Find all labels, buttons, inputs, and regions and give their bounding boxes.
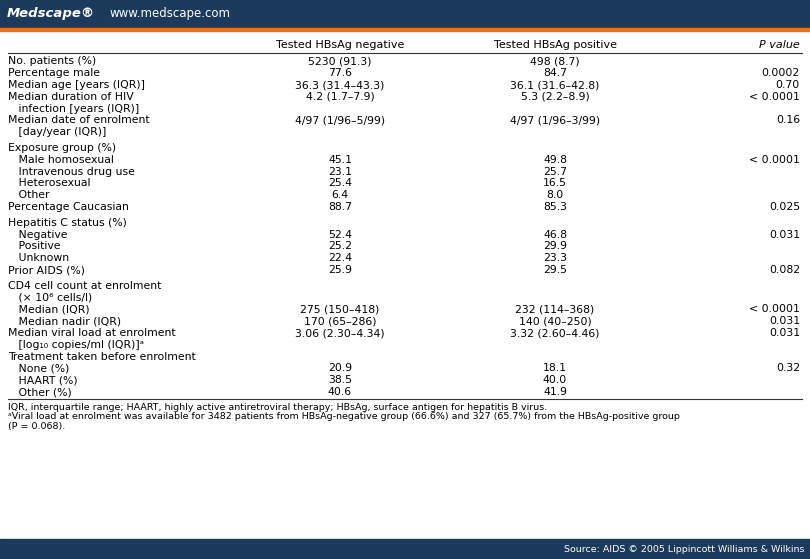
Text: 8.0: 8.0 <box>547 190 564 200</box>
Text: 46.8: 46.8 <box>543 230 567 240</box>
Text: 23.3: 23.3 <box>543 253 567 263</box>
Text: 36.3 (31.4–43.3): 36.3 (31.4–43.3) <box>296 80 385 90</box>
Text: 85.3: 85.3 <box>543 202 567 212</box>
Text: (P = 0.068).: (P = 0.068). <box>8 421 66 430</box>
Text: 40.6: 40.6 <box>328 387 352 397</box>
Text: [day/year (IQR)]: [day/year (IQR)] <box>8 127 106 138</box>
Text: 22.4: 22.4 <box>328 253 352 263</box>
Text: Median viral load at enrolment: Median viral load at enrolment <box>8 328 176 338</box>
Text: 232 (114–368): 232 (114–368) <box>515 305 595 315</box>
Text: 25.2: 25.2 <box>328 241 352 252</box>
Text: Median nadir (IQR): Median nadir (IQR) <box>8 316 121 326</box>
Text: Median (IQR): Median (IQR) <box>8 305 90 315</box>
Text: Tested HBsAg negative: Tested HBsAg negative <box>276 40 404 50</box>
Text: 36.1 (31.6–42.8): 36.1 (31.6–42.8) <box>510 80 599 90</box>
Text: 18.1: 18.1 <box>543 363 567 373</box>
Text: ᵃViral load at enrolment was available for 3482 patients from HBsAg-negative gro: ᵃViral load at enrolment was available f… <box>8 412 680 421</box>
Text: Other (%): Other (%) <box>8 387 72 397</box>
Text: Other: Other <box>8 190 49 200</box>
Text: 0.031: 0.031 <box>769 230 800 240</box>
Text: Percentage male: Percentage male <box>8 68 100 78</box>
Text: 0.031: 0.031 <box>769 316 800 326</box>
Text: None (%): None (%) <box>8 363 70 373</box>
Text: 275 (150–418): 275 (150–418) <box>301 305 380 315</box>
Text: < 0.0001: < 0.0001 <box>749 155 800 165</box>
Text: Medscape®: Medscape® <box>7 7 95 21</box>
Text: Median date of enrolment: Median date of enrolment <box>8 116 150 125</box>
Text: 3.32 (2.60–4.46): 3.32 (2.60–4.46) <box>510 328 599 338</box>
Text: 84.7: 84.7 <box>543 68 567 78</box>
Text: No. patients (%): No. patients (%) <box>8 56 96 67</box>
Text: 4.2 (1.7–7.9): 4.2 (1.7–7.9) <box>305 92 374 102</box>
Text: 6.4: 6.4 <box>331 190 348 200</box>
Text: Median duration of HIV: Median duration of HIV <box>8 92 134 102</box>
Text: 0.70: 0.70 <box>776 80 800 90</box>
Text: Percentage Caucasian: Percentage Caucasian <box>8 202 129 212</box>
Text: 0.32: 0.32 <box>776 363 800 373</box>
Text: 170 (65–286): 170 (65–286) <box>304 316 377 326</box>
Text: 498 (8.7): 498 (8.7) <box>531 56 580 67</box>
Text: 88.7: 88.7 <box>328 202 352 212</box>
Text: 29.5: 29.5 <box>543 265 567 275</box>
Bar <box>0 28 810 31</box>
Text: 0.031: 0.031 <box>769 328 800 338</box>
Text: 5230 (91.3): 5230 (91.3) <box>309 56 372 67</box>
Text: 49.8: 49.8 <box>543 155 567 165</box>
Text: 25.7: 25.7 <box>543 167 567 177</box>
Text: < 0.0001: < 0.0001 <box>749 92 800 102</box>
Text: 0.0002: 0.0002 <box>761 68 800 78</box>
Text: [log₁₀ copies/ml (IQR)]ᵃ: [log₁₀ copies/ml (IQR)]ᵃ <box>8 340 144 350</box>
Text: Source: AIDS © 2005 Lippincott Williams & Wilkins: Source: AIDS © 2005 Lippincott Williams … <box>565 544 805 553</box>
Text: Positive: Positive <box>8 241 61 252</box>
Text: Prior AIDS (%): Prior AIDS (%) <box>8 265 85 275</box>
Text: 4/97 (1/96–3/99): 4/97 (1/96–3/99) <box>510 116 600 125</box>
Bar <box>0 0 810 28</box>
Text: Intravenous drug use: Intravenous drug use <box>8 167 135 177</box>
Bar <box>0 539 810 559</box>
Text: Unknown: Unknown <box>8 253 69 263</box>
Text: Treatment taken before enrolment: Treatment taken before enrolment <box>8 352 196 362</box>
Text: Male homosexual: Male homosexual <box>8 155 114 165</box>
Text: HAART (%): HAART (%) <box>8 375 78 385</box>
Text: 45.1: 45.1 <box>328 155 352 165</box>
Text: 16.5: 16.5 <box>543 178 567 188</box>
Text: 0.16: 0.16 <box>776 116 800 125</box>
Text: www.medscape.com: www.medscape.com <box>110 7 231 21</box>
Text: 23.1: 23.1 <box>328 167 352 177</box>
Text: < 0.0001: < 0.0001 <box>749 305 800 315</box>
Text: 52.4: 52.4 <box>328 230 352 240</box>
Text: Heterosexual: Heterosexual <box>8 178 91 188</box>
Text: 29.9: 29.9 <box>543 241 567 252</box>
Text: 140 (40–250): 140 (40–250) <box>518 316 591 326</box>
Text: (× 10⁶ cells/l): (× 10⁶ cells/l) <box>8 293 92 302</box>
Text: Hepatitis C status (%): Hepatitis C status (%) <box>8 218 127 228</box>
Text: CD4 cell count at enrolment: CD4 cell count at enrolment <box>8 281 161 291</box>
Text: 25.9: 25.9 <box>328 265 352 275</box>
Text: 4/97 (1/96–5/99): 4/97 (1/96–5/99) <box>295 116 385 125</box>
Text: IQR, interquartile range; HAART, highly active antiretroviral therapy; HBsAg, su: IQR, interquartile range; HAART, highly … <box>8 402 548 411</box>
Text: Median age [years (IQR)]: Median age [years (IQR)] <box>8 80 145 90</box>
Text: 38.5: 38.5 <box>328 375 352 385</box>
Text: 3.06 (2.30–4.34): 3.06 (2.30–4.34) <box>295 328 385 338</box>
Text: Exposure group (%): Exposure group (%) <box>8 143 116 153</box>
Text: Negative: Negative <box>8 230 67 240</box>
Text: infection [years (IQR)]: infection [years (IQR)] <box>8 103 139 113</box>
Text: 20.9: 20.9 <box>328 363 352 373</box>
Text: P value: P value <box>759 40 800 50</box>
Text: 0.025: 0.025 <box>769 202 800 212</box>
Text: 41.9: 41.9 <box>543 387 567 397</box>
Text: 25.4: 25.4 <box>328 178 352 188</box>
Text: 5.3 (2.2–8.9): 5.3 (2.2–8.9) <box>521 92 590 102</box>
Text: Tested HBsAg positive: Tested HBsAg positive <box>493 40 616 50</box>
Text: 77.6: 77.6 <box>328 68 352 78</box>
Text: 40.0: 40.0 <box>543 375 567 385</box>
Text: 0.082: 0.082 <box>769 265 800 275</box>
